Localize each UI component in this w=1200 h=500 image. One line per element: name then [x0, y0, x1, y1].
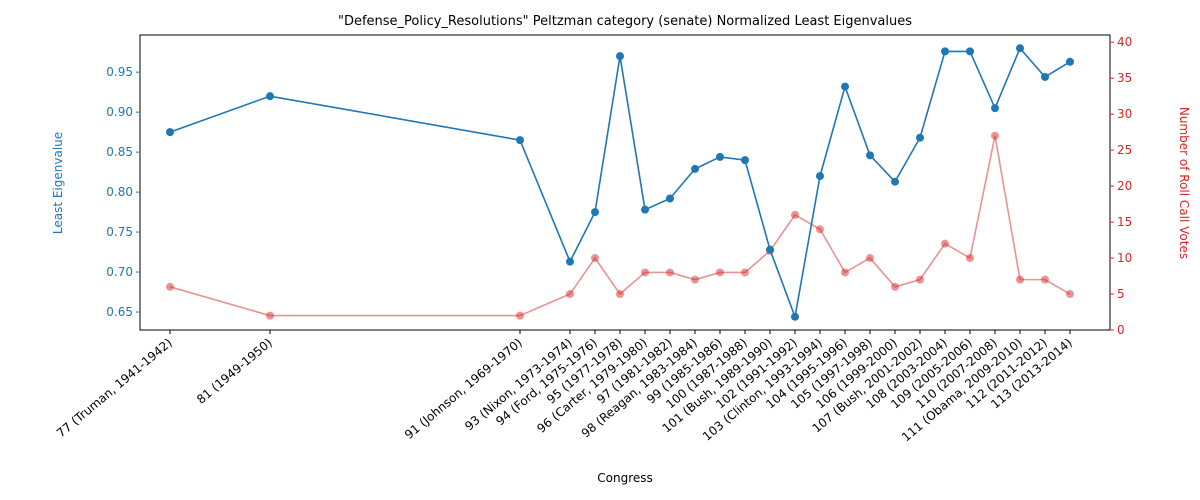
least-eigenvalue-point	[616, 52, 624, 61]
roll-call-votes-point	[591, 254, 599, 263]
y-left-tick-label: 0.90	[106, 105, 133, 119]
y-right-tick-label: 0	[1117, 323, 1125, 337]
roll-call-votes-point	[816, 225, 824, 234]
least-eigenvalue-point	[666, 194, 674, 203]
roll-call-votes-point	[741, 268, 749, 277]
axes: 0.65 0.70 0.75 0.80 0.85 0.90 0.95 0 5 10 15 20 25 30…	[54, 34, 1132, 444]
roll-call-votes-point	[1066, 290, 1074, 299]
y-right-tick-label: 35	[1117, 71, 1132, 85]
least-eigenvalue-point	[691, 164, 699, 173]
y-left-tick-label: 0.75	[106, 225, 133, 239]
roll-call-votes-line	[169, 135, 1071, 317]
least-eigenvalue-point	[841, 82, 849, 91]
y-right-tick-label: 10	[1117, 251, 1132, 265]
roll-call-votes-point	[566, 290, 574, 299]
y-axis-label-left: Least Eigenvalue	[51, 132, 65, 234]
least-eigenvalue-point	[1016, 44, 1024, 53]
least-eigenvalue-point	[566, 257, 574, 266]
roll-call-votes-point	[991, 131, 999, 140]
roll-call-votes-point	[866, 254, 874, 263]
roll-call-votes-point	[266, 311, 274, 320]
least-eigenvalue-point	[816, 172, 824, 181]
plot-area	[166, 44, 1074, 321]
least-eigenvalue-point	[516, 136, 524, 145]
least-eigenvalue-point	[641, 205, 649, 214]
least-eigenvalue-point	[891, 177, 899, 186]
roll-call-votes-point	[941, 239, 949, 248]
y-right-tick-label: 20	[1117, 179, 1132, 193]
plot-frame	[139, 34, 1111, 331]
least-eigenvalue-line	[169, 46, 1071, 320]
y-left-tick-label: 0.70	[106, 265, 133, 279]
y-right-tick-label: 30	[1117, 107, 1132, 121]
least-eigenvalue-point	[766, 245, 774, 254]
roll-call-votes-point	[716, 268, 724, 277]
roll-call-votes-point	[841, 268, 849, 277]
y-left-tick-label: 0.65	[106, 305, 133, 319]
least-eigenvalue-point	[166, 128, 174, 137]
least-eigenvalue-point	[266, 92, 274, 101]
x-axis-label: Congress	[597, 471, 653, 485]
roll-call-votes-point	[616, 290, 624, 299]
roll-call-votes-point	[891, 282, 899, 291]
least-eigenvalue-point	[866, 151, 874, 160]
roll-call-votes-point	[791, 210, 799, 219]
roll-call-votes-point	[916, 275, 924, 284]
least-eigenvalue-point	[991, 104, 999, 113]
y-right-tick-label: 40	[1117, 35, 1132, 49]
y-right-tick-label: 15	[1117, 215, 1132, 229]
series-least-eigenvalue	[166, 44, 1074, 321]
roll-call-votes-point	[691, 275, 699, 284]
least-eigenvalue-point	[941, 47, 949, 56]
least-eigenvalue-point	[916, 133, 924, 142]
roll-call-votes-point	[966, 254, 974, 263]
least-eigenvalue-point	[1041, 72, 1049, 81]
roll-call-votes-point	[641, 268, 649, 277]
least-eigenvalue-point	[716, 152, 724, 161]
y-left-tick-label: 0.95	[106, 65, 133, 79]
roll-call-votes-point	[166, 282, 174, 291]
roll-call-votes-point	[1016, 275, 1024, 284]
least-eigenvalue-point	[966, 47, 974, 56]
least-eigenvalue-point	[791, 312, 799, 321]
roll-call-votes-point	[666, 268, 674, 277]
least-eigenvalue-point	[591, 208, 599, 217]
least-eigenvalue-point	[1066, 57, 1074, 66]
y-left-tick-label: 0.85	[106, 145, 133, 159]
roll-call-votes-point	[1041, 275, 1049, 284]
y-right-tick-label: 25	[1117, 143, 1132, 157]
y-right-tick-label: 5	[1117, 287, 1125, 301]
roll-call-votes-point	[516, 311, 524, 320]
least-eigenvalue-point	[741, 156, 749, 165]
chart-title: "Defense_Policy_Resolutions" Peltzman ca…	[338, 14, 912, 29]
y-axis-label-right: Number of Roll Call Votes	[1177, 107, 1191, 259]
y-left-tick-label: 0.80	[106, 185, 133, 199]
